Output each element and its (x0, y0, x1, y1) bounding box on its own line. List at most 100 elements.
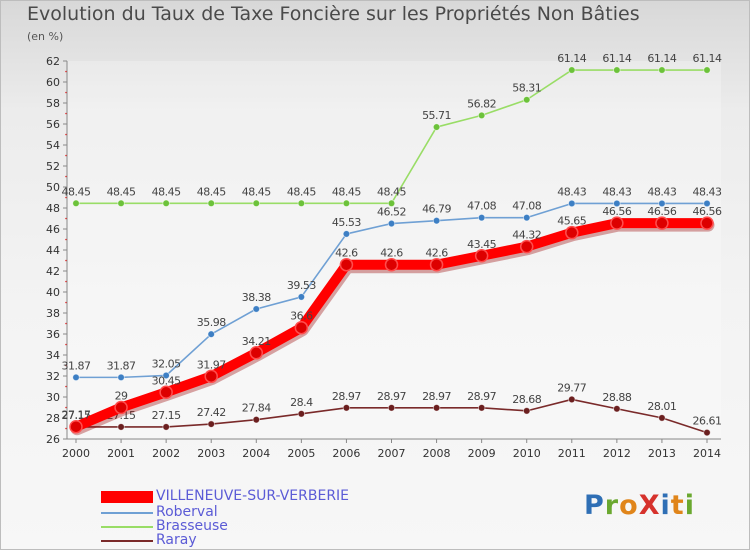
data-label: 31.87 (62, 359, 91, 372)
data-label: 48.45 (332, 185, 361, 198)
y-tick-label: 30 (46, 391, 60, 404)
data-label: 34.21 (242, 335, 271, 348)
x-tick-label: 2012 (603, 447, 631, 460)
data-label: 48.45 (62, 185, 91, 198)
data-point (477, 111, 486, 120)
legend-swatch (101, 540, 153, 542)
data-label: 28.68 (512, 393, 541, 406)
y-tick-label: 48 (46, 202, 60, 215)
data-label: 48.45 (152, 185, 181, 198)
data-point (568, 395, 576, 404)
data-point (339, 257, 354, 272)
legend-swatch (101, 491, 153, 503)
data-point (204, 369, 218, 384)
data-label: 38.38 (242, 291, 271, 304)
data-label: 29.77 (557, 381, 586, 394)
data-label: 42.6 (335, 247, 358, 260)
chart-title: Evolution du Taux de Taxe Foncière sur l… (27, 3, 640, 25)
data-point (523, 213, 531, 222)
y-minor-tick (65, 364, 67, 367)
data-point (117, 199, 125, 207)
x-tick-label: 2003 (197, 447, 225, 460)
logo-letter: X (638, 490, 661, 521)
y-tick-label: 60 (46, 76, 60, 89)
data-point (249, 346, 264, 360)
data-label: 48.43 (647, 185, 676, 198)
data-point (162, 423, 170, 431)
data-label: 28.97 (332, 390, 361, 403)
y-axis-unit-label: (en %) (27, 30, 64, 43)
data-point (658, 414, 666, 422)
y-minor-tick (65, 406, 67, 409)
data-label: 36.6 (290, 310, 313, 323)
data-label: 28.97 (467, 390, 496, 403)
x-tick-label: 2014 (693, 447, 721, 460)
data-point (159, 385, 173, 400)
plot-area (67, 61, 721, 439)
data-point (523, 96, 531, 104)
data-label: 27.42 (197, 406, 226, 419)
data-point (387, 199, 396, 207)
data-point (252, 305, 260, 313)
data-point (117, 373, 125, 382)
data-label: 39.53 (287, 279, 316, 292)
data-point (117, 423, 125, 431)
y-tick-label: 34 (46, 349, 60, 362)
data-label: 30.45 (152, 374, 181, 387)
data-point (613, 199, 621, 208)
legend-swatch (101, 526, 153, 528)
x-tick-label: 2002 (152, 447, 180, 460)
y-minor-tick (65, 133, 67, 136)
data-point (207, 420, 215, 428)
y-tick-label: 54 (46, 139, 60, 152)
data-point (474, 249, 489, 263)
data-point (568, 66, 576, 74)
legend-label: Brasseuse (156, 518, 228, 534)
logo-letter: P (584, 490, 605, 521)
y-minor-tick (65, 385, 67, 388)
y-tick-label: 32 (46, 370, 60, 383)
legend-swatch (101, 512, 153, 514)
y-minor-tick (65, 301, 67, 304)
y-minor-tick (65, 259, 67, 262)
data-point (703, 66, 711, 74)
data-label: 28.01 (647, 400, 676, 413)
data-label: 27.17 (62, 409, 91, 422)
data-point (658, 199, 666, 208)
data-label: 48.45 (242, 185, 271, 198)
data-label: 45.53 (332, 216, 361, 229)
data-point (252, 415, 260, 424)
y-tick-label: 56 (46, 118, 60, 131)
data-label: 44.32 (512, 229, 541, 242)
data-label: 48.43 (557, 185, 586, 198)
y-tick-label: 58 (46, 97, 60, 110)
y-minor-tick (65, 175, 67, 178)
data-point (384, 257, 399, 272)
data-label: 29 (115, 390, 128, 403)
data-label: 47.08 (467, 200, 496, 213)
data-label: 47.08 (512, 200, 541, 213)
y-tick-label: 44 (46, 244, 60, 257)
data-label: 48.45 (197, 185, 226, 198)
data-point (655, 216, 669, 230)
data-point (432, 404, 441, 412)
data-point (252, 199, 260, 207)
y-tick-label: 40 (46, 286, 60, 299)
logo-letter: t (670, 490, 685, 521)
y-tick-label: 38 (46, 307, 60, 320)
data-point (72, 373, 80, 382)
data-label: 28.97 (422, 390, 451, 403)
y-tick-label: 62 (46, 55, 60, 68)
logo-letter: i (684, 490, 695, 521)
data-point (297, 293, 306, 301)
y-tick-label: 26 (46, 433, 60, 446)
y-minor-tick (65, 280, 67, 283)
y-tick-label: 52 (46, 160, 60, 173)
data-label: 27.84 (242, 402, 271, 415)
y-tick-label: 28 (46, 412, 60, 425)
data-point (565, 225, 579, 240)
data-label: 31.87 (107, 359, 136, 372)
data-point (432, 217, 441, 225)
x-tick-label: 2011 (558, 447, 586, 460)
